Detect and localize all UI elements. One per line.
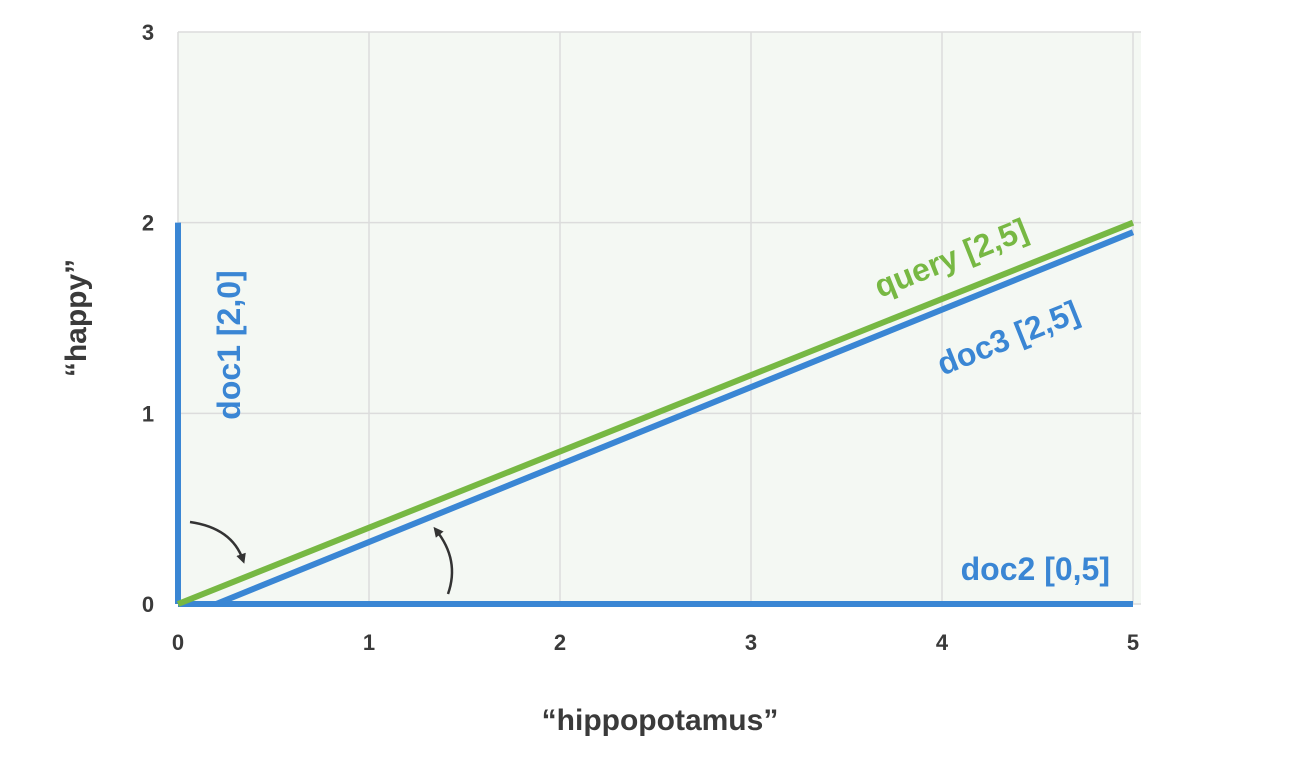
x-tick-label: 0: [172, 630, 184, 655]
x-tick-label: 5: [1127, 630, 1139, 655]
angle-arrow-icon: [189, 520, 246, 564]
x-tick-label: 1: [363, 630, 375, 655]
series-line: [215, 229, 1135, 607]
y-tick-label: 1: [142, 401, 154, 426]
y-tick-label: 2: [142, 211, 154, 236]
x-tick-label: 2: [554, 630, 566, 655]
series-label: doc1 [2,0]: [211, 270, 247, 419]
x-tick-label: 3: [745, 630, 757, 655]
x-tick-label: 4: [936, 630, 949, 655]
x-axis-label: “hippopotamus”: [542, 704, 779, 737]
y-tick-label: 0: [142, 592, 154, 617]
y-axis-label: “happy”: [60, 259, 93, 377]
y-tick-label: 3: [142, 20, 154, 45]
series-line: [176, 219, 1135, 607]
angle-arrow-icon: [433, 526, 454, 595]
series-label: doc2 [0,5]: [961, 551, 1110, 587]
plot-background: [178, 32, 1141, 604]
